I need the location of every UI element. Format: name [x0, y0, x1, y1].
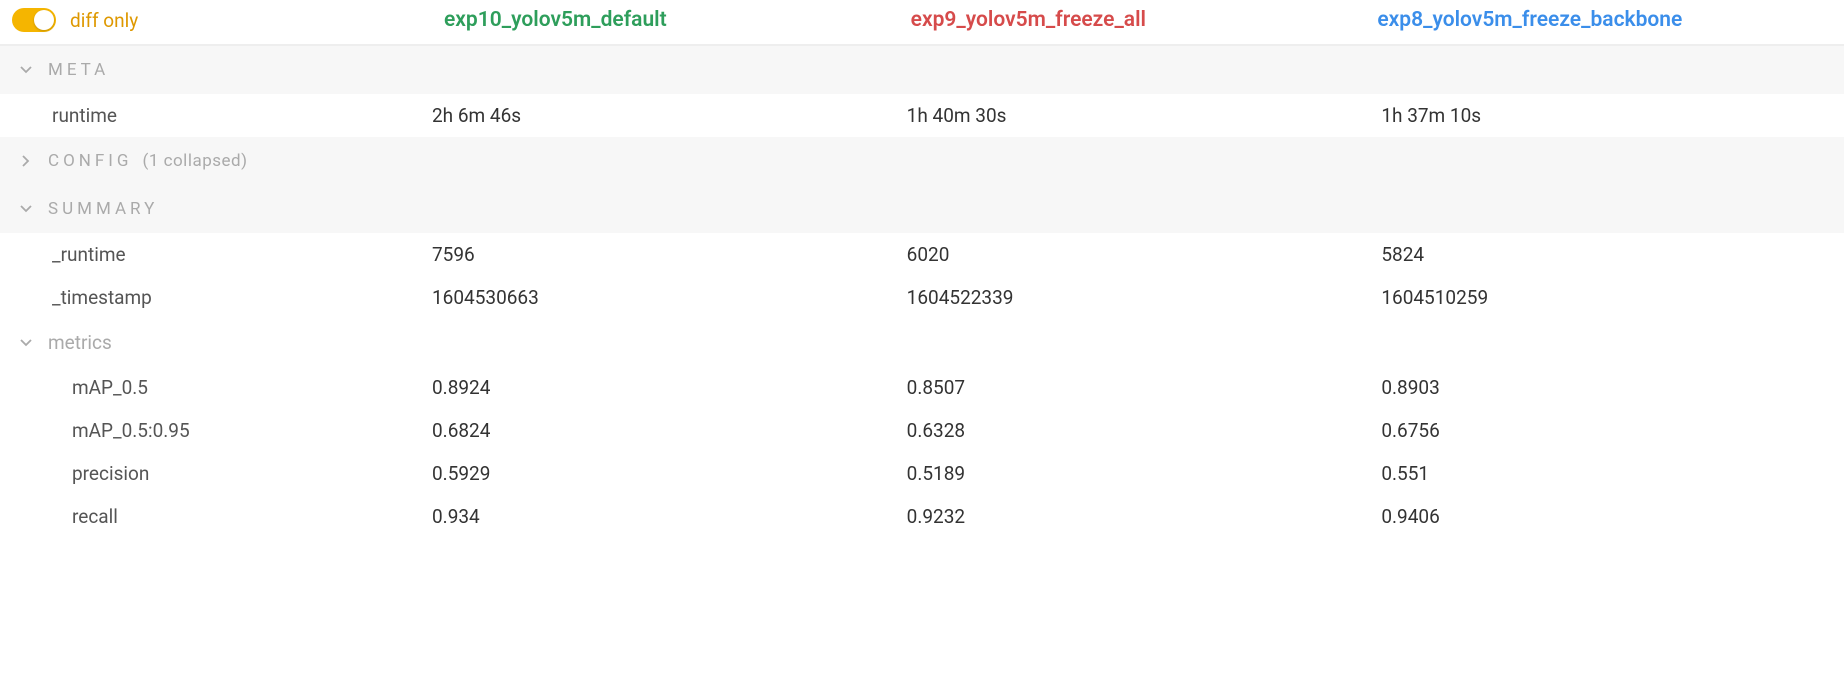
- table-row: mAP_0.5:0.95 0.6824 0.6328 0.6756: [0, 409, 1844, 452]
- row-val: 0.6328: [895, 419, 1370, 442]
- row-key: _runtime: [0, 243, 420, 266]
- toggle-knob: [34, 10, 54, 30]
- row-key: _timestamp: [0, 286, 420, 309]
- row-val: 1604522339: [895, 286, 1370, 309]
- chevron-right-icon: [18, 155, 34, 167]
- table-row: runtime 2h 6m 46s 1h 40m 30s 1h 37m 10s: [0, 94, 1844, 137]
- row-val: 0.8903: [1369, 376, 1844, 399]
- table-row: _runtime 7596 6020 5824: [0, 233, 1844, 276]
- row-key: precision: [0, 462, 420, 485]
- chevron-down-icon: [18, 337, 34, 349]
- table-row: _timestamp 1604530663 1604522339 1604510…: [0, 276, 1844, 319]
- table-row: recall 0.934 0.9232 0.9406: [0, 495, 1844, 538]
- section-summary-label: SUMMARY: [48, 199, 158, 219]
- section-meta-header[interactable]: META: [0, 46, 1844, 94]
- section-config-header[interactable]: CONFIG (1 collapsed): [0, 137, 1844, 185]
- section-meta-label: META: [48, 60, 109, 80]
- diff-toggle-wrap: diff only: [12, 8, 432, 32]
- chevron-down-icon: [18, 64, 34, 76]
- row-val: 0.551: [1369, 462, 1844, 485]
- row-val: 1604510259: [1369, 286, 1844, 309]
- column-header-1[interactable]: exp10_yolov5m_default: [432, 8, 899, 32]
- row-val: 7596: [420, 243, 895, 266]
- row-key: mAP_0.5: [0, 376, 420, 399]
- row-val: 0.8924: [420, 376, 895, 399]
- row-val: 2h 6m 46s: [420, 104, 895, 127]
- row-val: 1h 37m 10s: [1369, 104, 1844, 127]
- comparison-header: diff only exp10_yolov5m_default exp9_yol…: [0, 0, 1844, 46]
- diff-only-label: diff only: [70, 9, 138, 32]
- column-header-3[interactable]: exp8_yolov5m_freeze_backbone: [1365, 8, 1832, 32]
- table-row: precision 0.5929 0.5189 0.551: [0, 452, 1844, 495]
- section-config-collapsed-note: (1 collapsed): [143, 151, 248, 171]
- section-summary-header[interactable]: SUMMARY: [0, 185, 1844, 233]
- section-config-label: CONFIG: [48, 151, 133, 171]
- row-val: 0.9406: [1369, 505, 1844, 528]
- row-val: 0.5189: [895, 462, 1370, 485]
- row-val: 1604530663: [420, 286, 895, 309]
- row-key-runtime: runtime: [0, 104, 420, 127]
- row-val: 6020: [895, 243, 1370, 266]
- row-val: 0.9232: [895, 505, 1370, 528]
- row-val: 1h 40m 30s: [895, 104, 1370, 127]
- row-val: 0.6756: [1369, 419, 1844, 442]
- row-val: 0.5929: [420, 462, 895, 485]
- chevron-down-icon: [18, 203, 34, 215]
- row-val: 5824: [1369, 243, 1844, 266]
- row-val: 0.8507: [895, 376, 1370, 399]
- row-val: 0.6824: [420, 419, 895, 442]
- row-val: 0.934: [420, 505, 895, 528]
- column-header-2[interactable]: exp9_yolov5m_freeze_all: [899, 8, 1366, 32]
- diff-only-toggle[interactable]: [12, 8, 56, 32]
- table-row: mAP_0.5 0.8924 0.8507 0.8903: [0, 366, 1844, 409]
- row-key: recall: [0, 505, 420, 528]
- row-key: mAP_0.5:0.95: [0, 419, 420, 442]
- subsection-metrics-label: metrics: [48, 331, 112, 354]
- subsection-metrics-header[interactable]: metrics: [0, 319, 1844, 366]
